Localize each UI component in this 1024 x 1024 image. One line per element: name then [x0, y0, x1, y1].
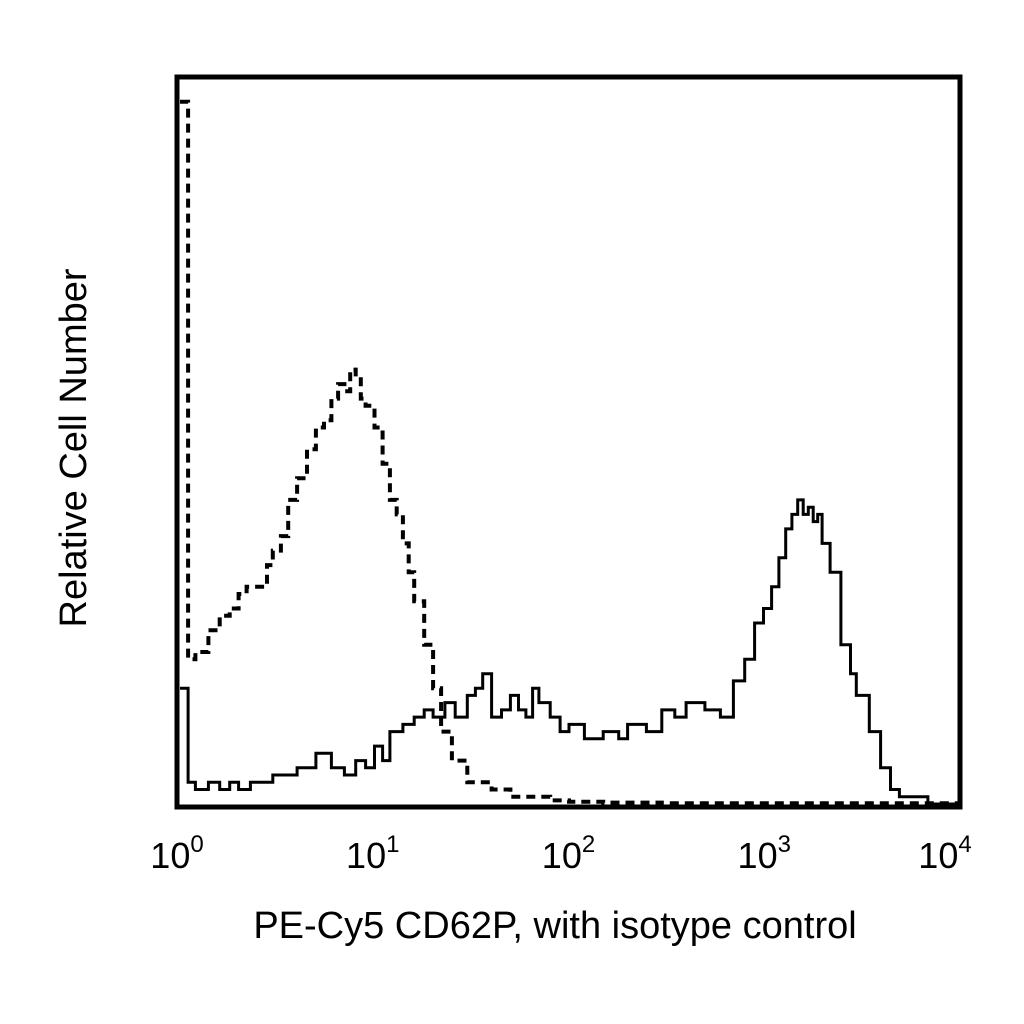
x-tick-label-10000: 104 [918, 831, 971, 876]
plot-series [180, 99, 958, 806]
x-axis-label: PE-Cy5 CD62P, with isotype control [253, 905, 856, 947]
histogram-series-solid [180, 498, 958, 806]
x-tick-label-100: 102 [542, 831, 595, 876]
histogram-series-dashed [180, 99, 958, 806]
plot-frame [174, 74, 963, 810]
x-tick-label-1000: 103 [738, 831, 791, 876]
x-tick-label-1: 100 [150, 831, 203, 876]
x-tick-label-10: 101 [346, 831, 399, 876]
x-tick-labels: 100 101 102 103 104 [150, 831, 971, 876]
y-axis-label: Relative Cell Number [53, 268, 95, 627]
